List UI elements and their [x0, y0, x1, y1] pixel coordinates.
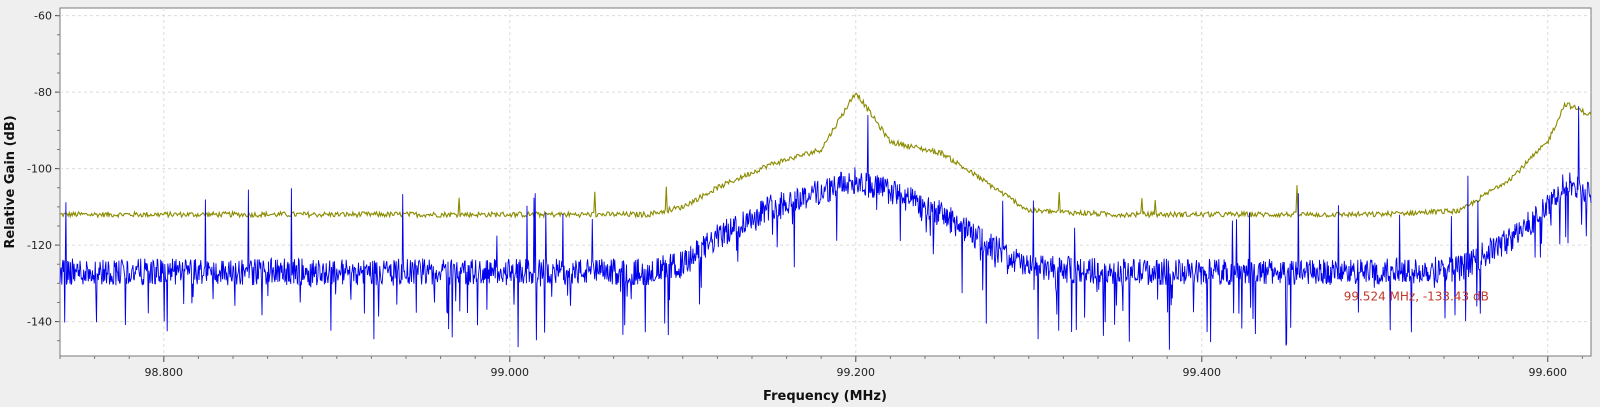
series-line-2 [59, 106, 1592, 350]
x-axis-title: Frequency (MHz) [763, 389, 887, 404]
y-axis-title: Relative Gain (dB) [3, 115, 18, 248]
x-tick-label: 99.000 [491, 366, 530, 379]
y-tick-label: -140 [27, 316, 52, 329]
y-tick-label: -60 [34, 10, 52, 23]
series-line-1 [59, 92, 1592, 220]
y-tick-label: -100 [27, 163, 52, 176]
series-layer [59, 92, 1592, 350]
y-tick-label: -80 [34, 86, 52, 99]
plot-area [59, 7, 1592, 357]
axes-layer: 98.800 99.000 99.200 99.400 99.600 -60 -80 -100… [27, 10, 1583, 379]
cursor-readout: 99.524 MHz, -133.43 dB [1344, 289, 1489, 303]
x-tick-label: 99.600 [1529, 366, 1568, 379]
y-tick-label: -120 [27, 239, 52, 252]
x-tick-label: 98.800 [145, 366, 184, 379]
x-tick-label: 99.400 [1183, 366, 1222, 379]
x-tick-label: 99.200 [837, 366, 876, 379]
